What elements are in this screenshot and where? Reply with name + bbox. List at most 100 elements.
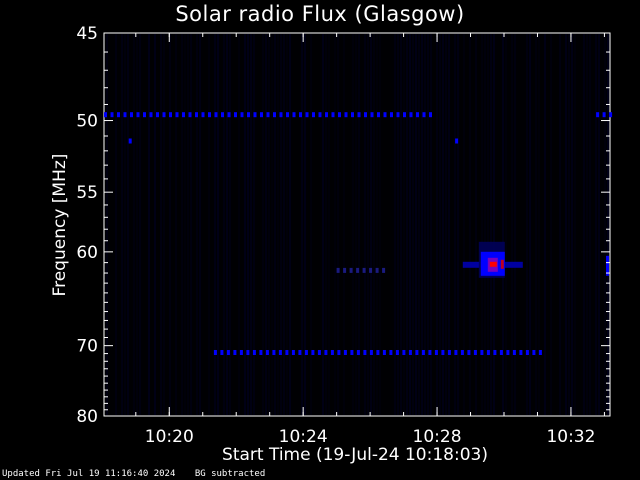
noise-stripe bbox=[277, 34, 279, 415]
dotted-line-feature bbox=[104, 112, 432, 118]
noise-stripe bbox=[196, 34, 198, 415]
noise-stripe bbox=[565, 34, 567, 415]
feature-dot bbox=[369, 267, 373, 273]
noise-stripe bbox=[535, 34, 537, 415]
feature-dot bbox=[182, 112, 185, 118]
y-tick-label: 45 bbox=[76, 24, 98, 44]
noise-stripe bbox=[439, 34, 441, 415]
feature-dot bbox=[104, 112, 107, 118]
noise-stripe bbox=[589, 34, 591, 415]
dotted-line-feature bbox=[213, 350, 542, 355]
feature-dot bbox=[395, 350, 399, 355]
noise-stripe bbox=[367, 34, 369, 415]
noise-stripe bbox=[247, 34, 249, 415]
noise-stripe bbox=[595, 34, 597, 415]
noise-stripe bbox=[325, 34, 327, 415]
x-tick-label: 10:24 bbox=[279, 427, 328, 447]
feature-dot bbox=[286, 112, 289, 118]
noise-stripe bbox=[487, 34, 489, 415]
feature-dot bbox=[265, 350, 269, 355]
feature-dot bbox=[324, 350, 328, 355]
noise-stripe bbox=[187, 34, 189, 415]
feature-dot bbox=[312, 112, 315, 118]
noise-stripe bbox=[550, 34, 552, 415]
feature-dot bbox=[175, 112, 179, 118]
feature-dot bbox=[356, 267, 360, 273]
noise-stripe bbox=[505, 34, 507, 415]
y-tick-label: 60 bbox=[76, 243, 98, 263]
noise-stripe bbox=[181, 34, 183, 415]
feature-dot bbox=[331, 112, 335, 118]
noise-stripe bbox=[244, 34, 246, 415]
bg-note: BG subtracted bbox=[194, 469, 266, 479]
noise-stripe bbox=[148, 34, 150, 415]
noise-stripe bbox=[139, 34, 141, 415]
feature-dot bbox=[429, 112, 432, 118]
feature-dot bbox=[208, 112, 211, 118]
feature-dot bbox=[311, 350, 315, 355]
noise-stripe bbox=[568, 34, 570, 415]
feature-dot bbox=[434, 350, 438, 355]
feature-dot bbox=[602, 112, 606, 118]
noise-stripe bbox=[175, 34, 177, 415]
feature-dot bbox=[364, 112, 367, 118]
noise-stripe bbox=[208, 34, 210, 415]
feature-dot bbox=[234, 112, 237, 118]
noise-stripe bbox=[538, 34, 540, 415]
noise-stripe bbox=[526, 34, 528, 415]
noise-stripe bbox=[355, 34, 357, 415]
feature-dot bbox=[480, 350, 484, 355]
feature-dot bbox=[259, 350, 263, 355]
noise-stripe bbox=[427, 34, 429, 415]
noise-stripe bbox=[136, 34, 138, 415]
feature-dot bbox=[473, 350, 477, 355]
feature-dot bbox=[338, 112, 341, 118]
feature-dot bbox=[389, 350, 393, 355]
dotted-line-feature bbox=[336, 267, 386, 273]
footer: Updated Fri Jul 19 11:16:40 2024 BG subt… bbox=[2, 469, 279, 479]
x-axis-label: Start Time (19-Jul-24 10:18:03) bbox=[222, 445, 488, 465]
feature-dot bbox=[506, 350, 510, 355]
noise-stripe bbox=[160, 34, 162, 415]
feature-dot bbox=[383, 112, 387, 118]
feature-dot bbox=[201, 112, 205, 118]
feature-dot bbox=[467, 350, 471, 355]
feature-dot bbox=[260, 112, 263, 118]
feature-dot bbox=[239, 350, 243, 355]
noise-stripe bbox=[454, 34, 456, 415]
feature-dot bbox=[266, 112, 270, 118]
feature-dot bbox=[375, 267, 379, 273]
feature-dot bbox=[486, 350, 490, 355]
feature-dot bbox=[349, 267, 353, 273]
noise-stripe bbox=[412, 34, 414, 415]
noise-stripe bbox=[364, 34, 366, 415]
noise-stripe bbox=[337, 34, 339, 415]
feature-dot bbox=[279, 112, 283, 118]
noise-stripe bbox=[397, 34, 399, 415]
noise-stripe bbox=[214, 34, 216, 415]
noise-stripe bbox=[370, 34, 372, 415]
noise-stripe bbox=[544, 34, 546, 415]
feature-dot bbox=[291, 350, 295, 355]
y-tick-label: 50 bbox=[76, 112, 98, 132]
noise-stripe bbox=[394, 34, 396, 415]
x-tick-label: 10:20 bbox=[145, 427, 194, 447]
feature-dot bbox=[143, 112, 146, 118]
noise-stripe bbox=[274, 34, 276, 415]
feature-dot bbox=[343, 267, 347, 273]
updated-timestamp: Updated Fri Jul 19 11:16:40 2024 bbox=[2, 469, 176, 479]
feature-dot bbox=[441, 350, 445, 355]
noise-stripe bbox=[154, 34, 156, 415]
noise-stripe bbox=[469, 34, 471, 415]
feature-dot bbox=[343, 350, 347, 355]
burst-peak bbox=[489, 261, 497, 267]
feature-dot bbox=[278, 350, 282, 355]
feature-dot bbox=[156, 112, 159, 118]
noise-stripe bbox=[493, 34, 495, 415]
noise-stripe bbox=[283, 34, 285, 415]
feature-dot bbox=[213, 350, 217, 355]
noise-stripe bbox=[376, 34, 378, 415]
noise-stripe bbox=[457, 34, 459, 415]
noise-stripe bbox=[586, 34, 588, 415]
